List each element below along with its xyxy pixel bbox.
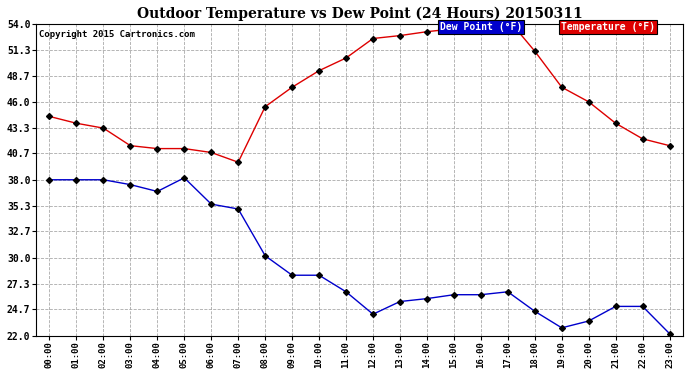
Text: Temperature (°F): Temperature (°F) — [562, 22, 656, 32]
Text: Dew Point (°F): Dew Point (°F) — [440, 22, 522, 32]
Title: Outdoor Temperature vs Dew Point (24 Hours) 20150311: Outdoor Temperature vs Dew Point (24 Hou… — [137, 7, 582, 21]
Text: Copyright 2015 Cartronics.com: Copyright 2015 Cartronics.com — [39, 30, 195, 39]
